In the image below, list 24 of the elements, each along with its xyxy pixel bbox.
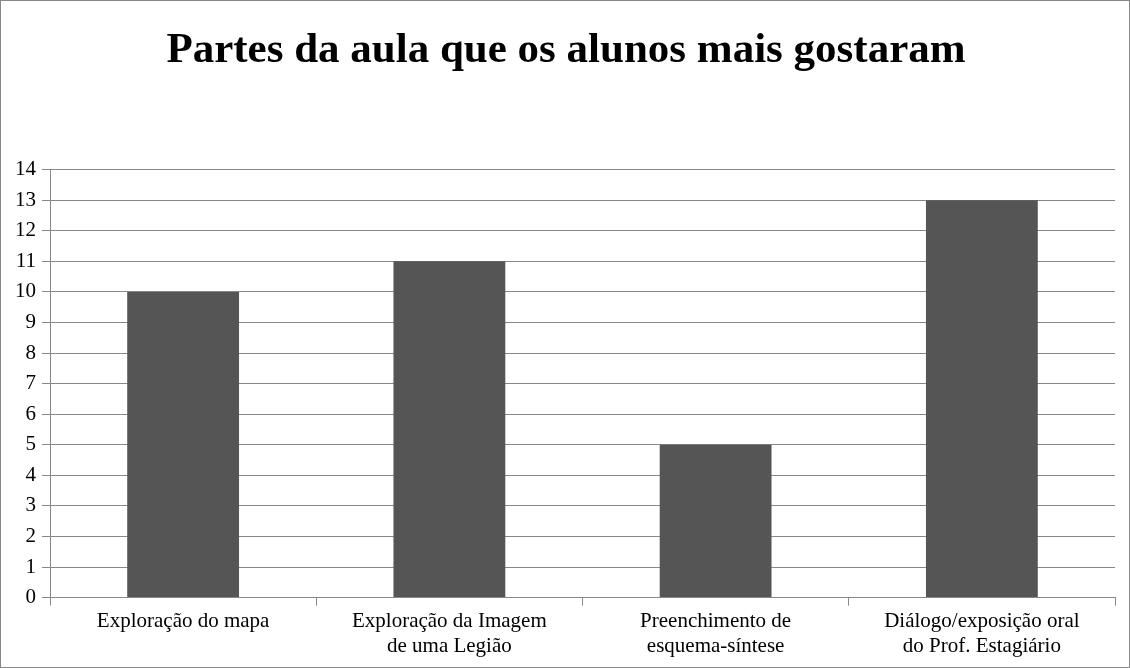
bar: [925, 200, 1038, 598]
y-tick-label: 11: [15, 247, 36, 272]
y-tick-label: 10: [15, 278, 36, 303]
y-tick-label: 9: [25, 308, 36, 333]
y-tick-label: 0: [25, 584, 36, 609]
bar: [659, 444, 772, 598]
y-tick-label: 2: [25, 522, 36, 547]
y-tick-label: 13: [15, 186, 36, 211]
x-tick-label: Exploração do mapa: [96, 607, 271, 632]
y-tick-label: 4: [25, 461, 37, 486]
x-tick-label: Diálogo/exposição oral do Prof. Estagiário: [884, 607, 1080, 657]
y-tick-label: 5: [25, 431, 36, 456]
y-tick-label: 3: [25, 492, 36, 517]
chart-title: Partes da aula que os alunos mais gostaram: [165, 23, 967, 73]
y-tick-label: 12: [15, 217, 36, 242]
y-tick-label: 7: [25, 370, 36, 395]
x-tick-label: Preenchimento de esquema-síntese: [640, 607, 792, 657]
y-tick-label: 6: [25, 400, 36, 425]
bar: [127, 291, 240, 598]
y-tick-label: 14: [15, 156, 37, 181]
bar: [393, 261, 506, 598]
x-tick-label: Exploração da Imagem de uma Legião: [352, 607, 547, 657]
y-tick-label: 8: [25, 339, 36, 364]
y-tick-label: 1: [25, 553, 36, 578]
